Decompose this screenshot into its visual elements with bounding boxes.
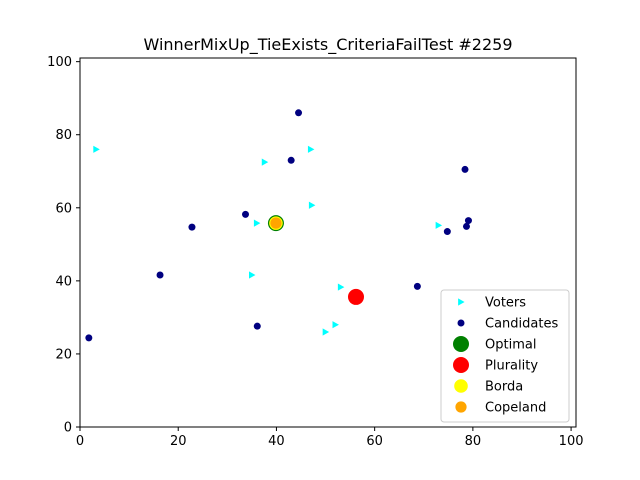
legend-marker-voters — [458, 298, 465, 306]
y-tick-label: 40 — [55, 274, 72, 289]
voters-point-9 — [322, 328, 330, 336]
candidates-point-4 — [188, 223, 196, 231]
y-tick-label: 80 — [55, 128, 72, 143]
legend-label-voters: Voters — [485, 296, 526, 311]
candidates-point-8 — [156, 271, 164, 279]
x-tick-label: 0 — [76, 434, 84, 449]
candidates-point-5 — [464, 217, 472, 225]
voters-point-7 — [337, 283, 345, 291]
chart-title: WinnerMixUp_TieExists_CriteriaFailTest #… — [143, 35, 512, 55]
candidates-point-0 — [295, 109, 303, 117]
candidates-point-9 — [413, 282, 421, 290]
voters-point-0 — [93, 145, 100, 153]
voters-point-8 — [332, 321, 339, 329]
voters-point-5 — [435, 221, 443, 229]
voters-point-1 — [307, 145, 315, 153]
x-tick-label: 60 — [366, 434, 383, 449]
voters-point-6 — [249, 271, 256, 279]
x-tick-label: 40 — [268, 434, 285, 449]
legend-box — [440, 289, 570, 423]
series-voters — [93, 145, 443, 336]
series-plurality — [347, 288, 364, 305]
x-tick-label: 100 — [559, 434, 584, 449]
candidates-point-2 — [461, 165, 469, 173]
y-tick-label: 60 — [55, 201, 72, 216]
legend-entry-optimal: Optimal — [453, 336, 536, 353]
x-tick-label: 20 — [170, 434, 187, 449]
candidates-point-3 — [241, 210, 249, 218]
legend-label-copeland: Copeland — [485, 401, 546, 416]
y-tick-label: 20 — [55, 347, 72, 362]
axes-frame — [79, 57, 577, 428]
legend-entry-candidates: Candidates — [457, 317, 558, 332]
legend-label-optimal: Optimal — [485, 338, 536, 353]
candidates-point-6 — [462, 222, 470, 230]
candidates-point-7 — [443, 228, 451, 236]
legend-marker-optimal — [453, 336, 469, 352]
copeland-point-0 — [270, 217, 282, 229]
legend-label-plurality: Plurality — [485, 359, 538, 374]
legend-marker-copeland — [455, 401, 467, 413]
legend-marker-borda — [454, 379, 468, 393]
series-candidates — [85, 109, 472, 342]
x-tick-label: 80 — [465, 434, 482, 449]
voters-point-3 — [308, 201, 316, 209]
axes: 0 20 40 60 80 100 0 20 40 60 80 100 — [47, 55, 583, 449]
y-tick-label: 100 — [47, 55, 72, 70]
series-copeland — [270, 217, 282, 229]
voters-point-4 — [253, 219, 261, 227]
legend-entry-copeland: Copeland — [455, 401, 546, 416]
legend-entry-voters: Voters — [458, 296, 526, 311]
legend-entry-borda: Borda — [454, 379, 523, 395]
legend-label-borda: Borda — [485, 380, 523, 395]
candidates-point-1 — [287, 156, 295, 164]
legend-marker-plurality — [453, 357, 469, 373]
y-tick-label: 0 — [64, 421, 72, 436]
legend-marker-candidates — [457, 319, 465, 327]
legend-entry-plurality: Plurality — [453, 357, 538, 374]
plurality-point-0 — [347, 288, 364, 305]
candidates-point-11 — [85, 334, 93, 342]
legend: Voters Candidates Optimal Plurality Borda Cop… — [440, 289, 570, 423]
legend-label-candidates: Candidates — [485, 317, 558, 332]
voters-point-2 — [261, 158, 269, 166]
candidates-point-10 — [253, 322, 261, 330]
